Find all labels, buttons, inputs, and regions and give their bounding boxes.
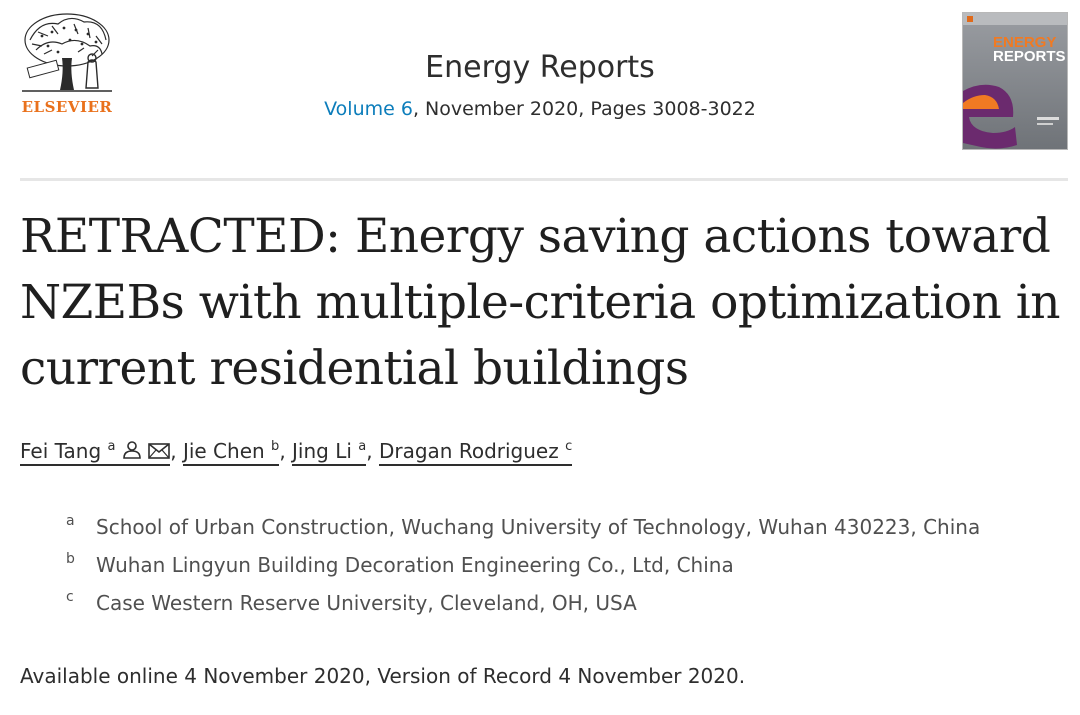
affiliation-label: b — [66, 551, 75, 567]
volume-link[interactable]: Volume 6 — [324, 98, 413, 120]
author-link[interactable]: Jie Chen b — [182, 439, 280, 466]
author-affiliation-marker: c — [565, 439, 573, 454]
issue-details: , November 2020, Pages 3008-3022 — [412, 98, 756, 120]
affiliation-item: c Case Western Reserve University, Cleve… — [66, 586, 1066, 624]
affiliation-text: School of Urban Construction, Wuchang Un… — [96, 515, 981, 539]
publisher-name: ELSEVIER — [21, 98, 113, 116]
email-icon — [148, 438, 171, 468]
author-affiliation-marker: a — [107, 439, 116, 454]
author-affiliation-marker: b — [271, 439, 280, 454]
publication-dates: Available online 4 November 2020, Versio… — [20, 664, 746, 688]
author-name: Dragan Rodriguez — [378, 439, 559, 463]
affiliation-label: a — [66, 513, 75, 529]
journal-cover[interactable]: ENERGY REPORTS — [962, 12, 1068, 150]
author-name: Fei Tang — [20, 439, 102, 463]
cover-image: ENERGY REPORTS — [963, 13, 1067, 149]
cover-title-line2: REPORTS — [993, 48, 1066, 65]
affiliation-list: a School of Urban Construction, Wuchang … — [66, 510, 1066, 624]
author-name: Jie Chen — [182, 439, 265, 463]
affiliation-item: a School of Urban Construction, Wuchang … — [66, 510, 1066, 548]
author-link[interactable]: Fei Tang a — [20, 438, 171, 468]
author-link[interactable]: Dragan Rodriguez c — [378, 439, 573, 466]
author-list: Fei Tang a , Jie Chen b, Jing Li a, Drag… — [20, 436, 1060, 468]
affiliation-text: Wuhan Lingyun Building Decoration Engine… — [96, 553, 734, 577]
author-name: Jing Li — [292, 439, 352, 463]
author-affiliation-marker: a — [358, 439, 367, 454]
affiliation-item: b Wuhan Lingyun Building Decoration Engi… — [66, 548, 1066, 586]
affiliation-label: c — [66, 589, 74, 605]
cover-title-line1: ENERGY — [993, 34, 1056, 51]
journal-header: Energy Reports Volume 6, November 2020, … — [240, 48, 840, 122]
author-link[interactable]: Jing Li a — [292, 439, 367, 466]
publisher-logo[interactable]: ELSEVIER — [18, 10, 116, 118]
person-icon — [122, 438, 142, 468]
journal-title-link[interactable]: Energy Reports — [425, 50, 655, 85]
header-divider — [20, 178, 1068, 181]
elsevier-tree-icon — [18, 10, 116, 94]
issue-info: Volume 6, November 2020, Pages 3008-3022 — [240, 96, 840, 122]
affiliation-text: Case Western Reserve University, Clevela… — [96, 591, 637, 615]
article-title: RETRACTED: Energy saving actions toward … — [20, 209, 1061, 396]
